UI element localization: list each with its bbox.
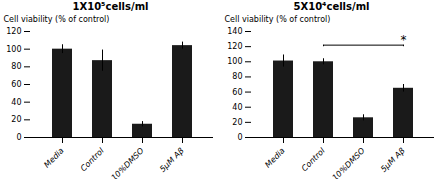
svg-text:60: 60 — [11, 80, 21, 89]
svg-text:*: * — [401, 33, 407, 47]
svg-text:10%DMSO: 10%DMSO — [331, 146, 367, 179]
svg-text:10%DMSO: 10%DMSO — [110, 146, 146, 179]
svg-text:Media: Media — [42, 146, 65, 169]
svg-text:40: 40 — [11, 98, 21, 107]
html-text:1X10⁵cells/ml: 1X10⁵cells/ml — [72, 1, 149, 12]
svg-text:120: 120 — [227, 42, 242, 51]
svg-text:Control: Control — [79, 146, 106, 173]
svg-text:5μM Aβ: 5μM Aβ — [379, 146, 407, 174]
svg-text:120: 120 — [6, 27, 21, 36]
svg-text:Cell viability (% of control): Cell viability (% of control) — [4, 15, 110, 24]
svg-text:80: 80 — [232, 72, 242, 81]
svg-text:0: 0 — [16, 133, 21, 142]
html-text:5X10⁴cells/ml: 5X10⁴cells/ml — [293, 1, 370, 12]
svg-text:100: 100 — [6, 45, 21, 54]
svg-text:20: 20 — [232, 118, 242, 127]
svg-text:40: 40 — [232, 103, 242, 112]
svg-text:60: 60 — [232, 88, 242, 97]
svg-text:5μM Aβ: 5μM Aβ — [158, 146, 186, 174]
svg-text:Control: Control — [300, 146, 327, 173]
svg-text:Media: Media — [263, 146, 286, 169]
svg-text:100: 100 — [227, 57, 242, 66]
svg-text:0: 0 — [237, 133, 242, 142]
svg-text:140: 140 — [227, 27, 242, 36]
svg-text:80: 80 — [11, 62, 21, 71]
svg-text:20: 20 — [11, 115, 21, 124]
svg-text:Cell viability (% of control): Cell viability (% of control) — [225, 15, 331, 24]
